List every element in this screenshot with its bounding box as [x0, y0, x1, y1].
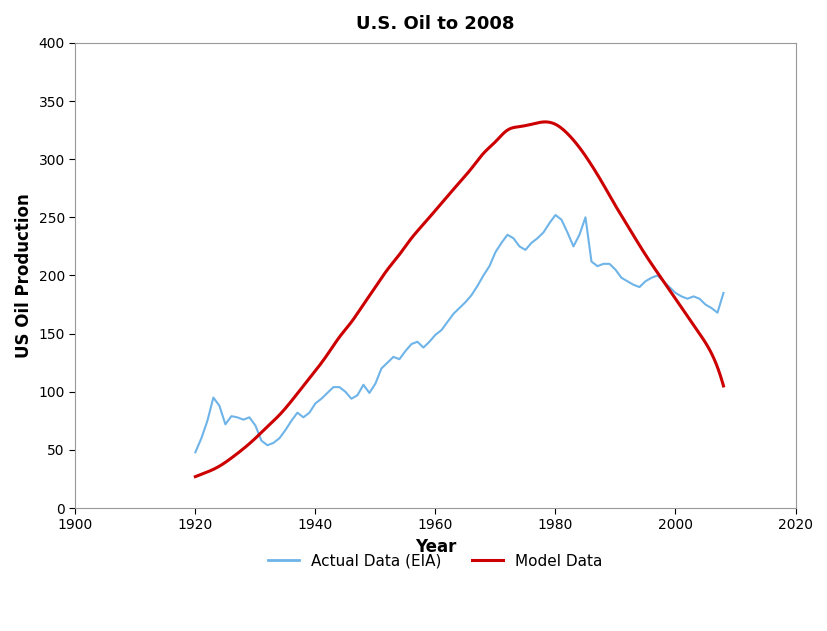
Y-axis label: US Oil Production: US Oil Production — [15, 193, 33, 358]
X-axis label: Year: Year — [414, 538, 456, 556]
Legend: Actual Data (EIA), Model Data: Actual Data (EIA), Model Data — [262, 548, 608, 575]
Title: U.S. Oil to 2008: U.S. Oil to 2008 — [356, 15, 514, 33]
